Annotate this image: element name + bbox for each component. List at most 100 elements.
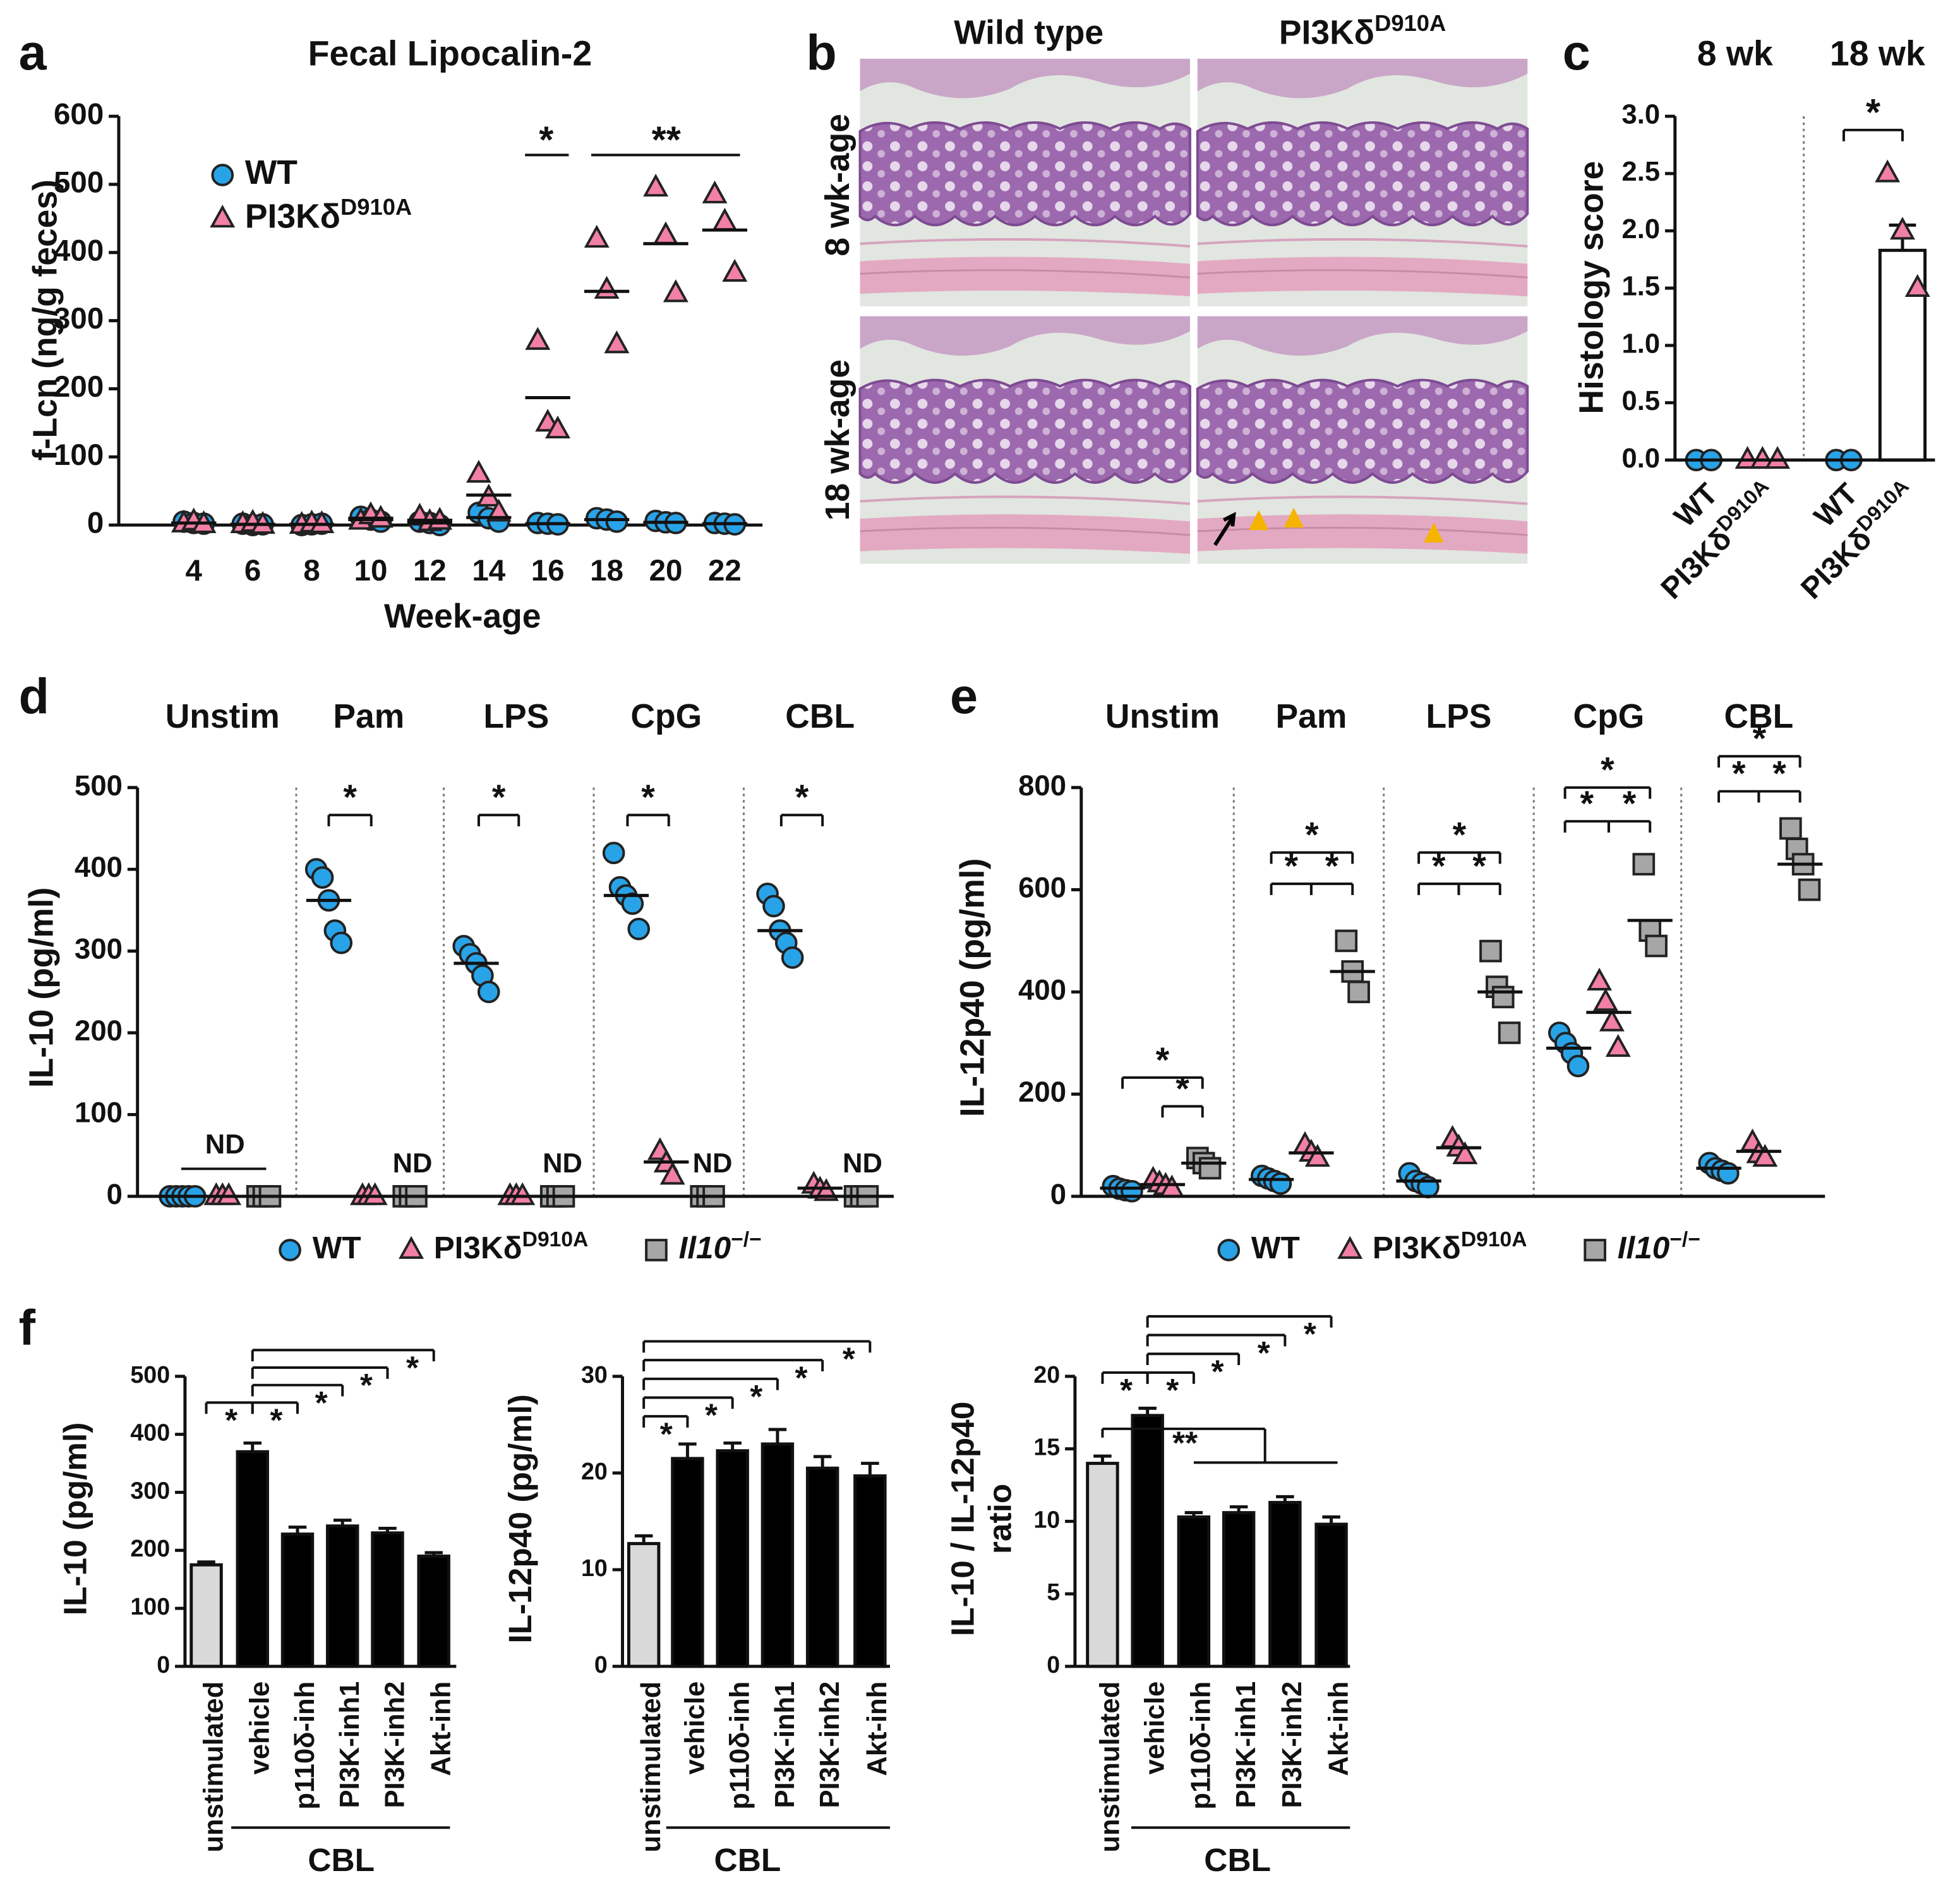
y-tick-label: 200	[75, 1014, 123, 1047]
legend-label: WT	[313, 1231, 361, 1265]
x-tick-label-main: vehicle	[680, 1682, 710, 1775]
triangle-point	[1752, 1143, 1778, 1167]
y-axis-label: IL-10 (pg/ml)	[23, 888, 60, 1088]
x-axis-label: Week-age	[384, 598, 541, 635]
histology-image	[1196, 315, 1529, 565]
y-axis-label: IL-10 / IL-12p40	[944, 1402, 980, 1637]
significance-label: *	[750, 1378, 762, 1414]
x-tick-label: unstimulated	[1095, 1682, 1125, 1853]
legend-label: PI3KδD910A	[1373, 1228, 1527, 1265]
significance-label: *	[1211, 1352, 1223, 1389]
error-bar	[813, 1455, 832, 1469]
circle-point	[330, 931, 353, 954]
triangle-point	[584, 224, 610, 248]
triangle-point	[643, 174, 669, 197]
y-tick-label: 500	[75, 769, 123, 802]
significance-label: *	[1866, 91, 1881, 133]
column-label: PI3KδD910A	[1279, 10, 1446, 52]
triangle-point	[663, 279, 688, 303]
group-label: LPS	[1426, 698, 1491, 735]
significance-label: *	[1432, 846, 1446, 886]
square-point	[1491, 985, 1515, 1009]
significance-label: *	[343, 778, 357, 817]
x-tick-label: Akt-inh	[862, 1682, 893, 1776]
y-tick-label: 0	[1047, 1651, 1060, 1678]
y-tick-label: 100	[130, 1593, 170, 1620]
significance-label: *	[1623, 784, 1637, 823]
group-label: Unstim	[1105, 698, 1220, 735]
significance-label: *	[360, 1366, 373, 1403]
significance-label: ND	[205, 1129, 245, 1160]
significance-label: *	[1772, 754, 1786, 793]
y-tick-label: 0	[157, 1651, 170, 1678]
x-tick-label: 18	[590, 554, 623, 587]
circle-point	[621, 892, 644, 915]
x-tick-label: 8	[303, 554, 320, 587]
bar	[371, 1531, 404, 1668]
significance-label: *	[641, 778, 655, 817]
triangle-point	[216, 1182, 242, 1205]
triangle-point	[1599, 1008, 1625, 1032]
triangle-point	[1889, 217, 1915, 240]
x-tick-label-sup: D910A	[1852, 474, 1913, 536]
circle-point	[1121, 1179, 1143, 1203]
bar	[189, 1563, 223, 1668]
significance-label: ND	[843, 1148, 882, 1179]
group-label: Unstim	[165, 698, 280, 735]
x-tick-label-main: Akt-inh	[862, 1682, 893, 1776]
circle-point	[1566, 1054, 1590, 1078]
x-tick-label: p110δ-inh	[289, 1682, 320, 1810]
significance-label: *	[1166, 1371, 1179, 1408]
bar	[236, 1450, 269, 1668]
square-point	[1779, 817, 1802, 840]
triangle-point	[659, 1162, 685, 1185]
y-tick-label: 100	[75, 1096, 123, 1128]
y-tick-label: 1.5	[1622, 272, 1661, 302]
square-point	[1632, 853, 1656, 876]
error-bar	[288, 1526, 307, 1534]
error-bar	[197, 1560, 215, 1565]
y-tick-label: 400	[54, 234, 104, 267]
triangle-point	[702, 180, 728, 203]
y-tick-label: 200	[54, 370, 104, 404]
x-tick-label: 6	[244, 554, 261, 587]
y-tick-label: 2.0	[1622, 214, 1661, 244]
significance-label: *	[1453, 816, 1467, 855]
group-label: 18 wk	[1830, 34, 1925, 73]
legend-label-sup: −/−	[1669, 1228, 1700, 1251]
group-label: CpG	[630, 698, 702, 735]
legend-label-main: PI3Kδ	[245, 198, 340, 235]
error-bar	[243, 1441, 262, 1452]
x-tick-label: 14	[472, 554, 505, 587]
triangle-point	[712, 207, 738, 231]
legend-label-sup: D910A	[522, 1228, 589, 1251]
error-bar	[1138, 1406, 1157, 1416]
y-axis-label: IL-10 (pg/ml)	[56, 1423, 93, 1616]
legend-marker	[1217, 1239, 1241, 1261]
circle-point	[1269, 1172, 1292, 1195]
significance-label: *	[1120, 1371, 1133, 1408]
y-axis-label: Histology score	[1573, 161, 1610, 414]
x-tick-label: PI3K-inh1	[1230, 1682, 1261, 1809]
triangle-point	[1750, 445, 1776, 469]
error-bar	[1229, 1505, 1248, 1513]
legend-label-main: WT	[313, 1231, 361, 1265]
x-tick-label: vehicle	[1139, 1682, 1170, 1775]
x-tick-label: PI3K-inh2	[1277, 1682, 1308, 1809]
legend-marker	[1584, 1239, 1606, 1261]
error-bar	[861, 1462, 879, 1476]
legend-label: Il10−/−	[679, 1228, 762, 1265]
triangle-point	[362, 1182, 388, 1205]
bar	[716, 1449, 749, 1668]
square-point	[1798, 878, 1821, 901]
significance-label: *	[1601, 750, 1614, 790]
significance-label: **	[1172, 1424, 1198, 1460]
x-tick-label-main: PI3Kδ	[1795, 522, 1878, 605]
legend-label-main: Il10	[679, 1231, 731, 1265]
x-tick-label: vehicle	[244, 1682, 275, 1775]
significance-label: *	[660, 1415, 673, 1452]
error-bar	[333, 1519, 352, 1526]
legend-marker	[645, 1239, 668, 1261]
significance-label: *	[795, 778, 809, 817]
x-tick-label: PI3K-inh1	[335, 1682, 365, 1809]
